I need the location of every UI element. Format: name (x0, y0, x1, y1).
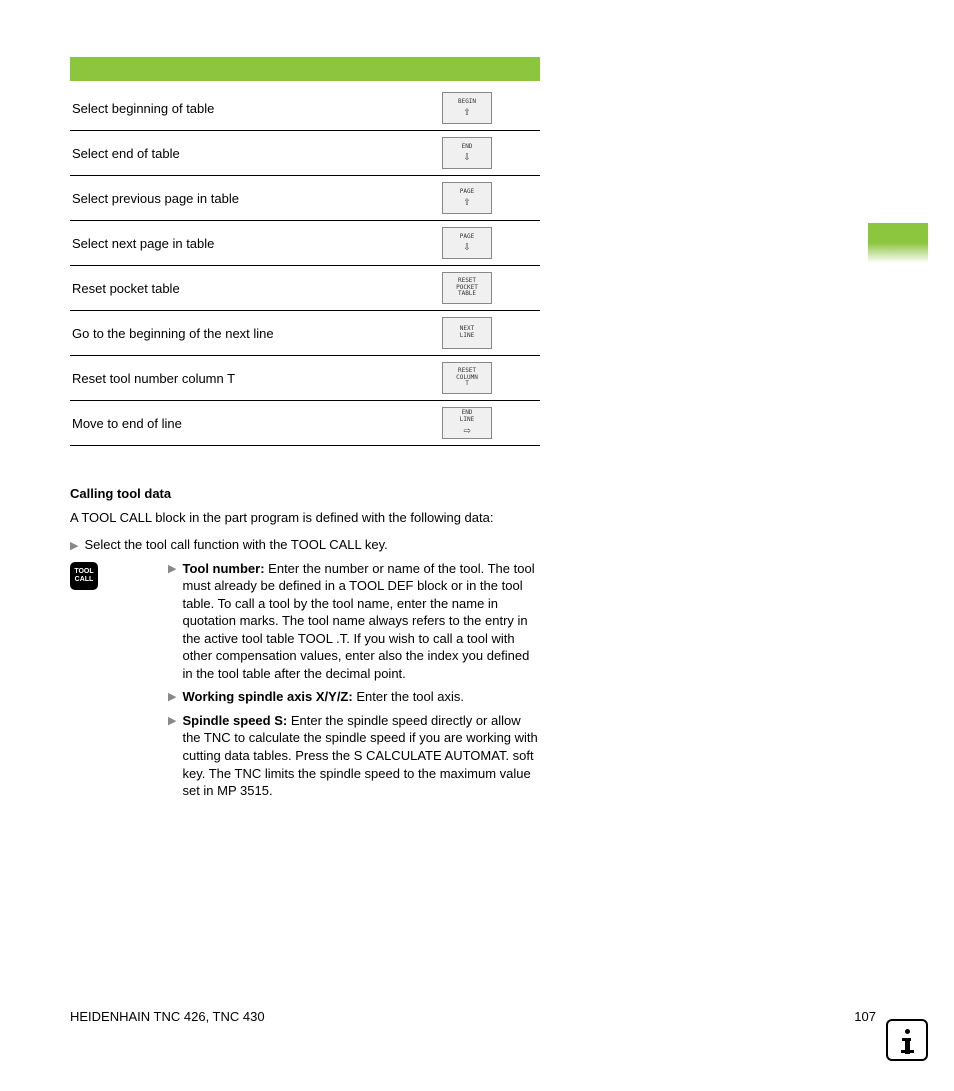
section-title: Calling tool data (70, 486, 545, 501)
table-row: Reset tool number column TRESETCOLUMNT (70, 356, 540, 401)
row-label: Go to the beginning of the next line (70, 326, 442, 341)
table-row: Select end of tableEND⇩ (70, 131, 540, 176)
table-row: Reset pocket tableRESETPOCKETTABLE (70, 266, 540, 311)
triangle-bullet-icon: ▶ (168, 712, 176, 800)
tool-icon-line2: CALL (75, 576, 94, 584)
info-icon (886, 1019, 928, 1061)
tool-call-item: ▶ Working spindle axis X/Y/Z: Enter the t… (168, 688, 540, 706)
functions-table: Select beginning of tableBEGIN⇧Select en… (70, 86, 540, 446)
triangle-bullet-icon: ▶ (168, 688, 176, 706)
table-row: Select previous page in tablePAGE⇧ (70, 176, 540, 221)
table-row: Select next page in tablePAGE⇩ (70, 221, 540, 266)
tool-call-item: ▶Tool number: Enter the number or name o… (168, 560, 540, 683)
row-label: Select end of table (70, 146, 442, 161)
tool-item-text: Working spindle axis X/Y/Z: Enter the to… (182, 688, 540, 706)
side-green-tab (868, 223, 928, 263)
softkey-icon: PAGE⇩ (442, 227, 492, 259)
row-label: Reset pocket table (70, 281, 442, 296)
bullet-text: Select the tool call function with the T… (84, 537, 387, 552)
row-label: Select previous page in table (70, 191, 442, 206)
softkey-icon: NEXTLINE (442, 317, 492, 349)
row-label: Select next page in table (70, 236, 442, 251)
table-row: Move to end of lineENDLINE⇨ (70, 401, 540, 446)
table-row: Select beginning of tableBEGIN⇧ (70, 86, 540, 131)
row-label: Select beginning of table (70, 101, 442, 116)
softkey-icon: RESETCOLUMNT (442, 362, 492, 394)
softkey-icon: END⇩ (442, 137, 492, 169)
row-label: Reset tool number column T (70, 371, 442, 386)
triangle-bullet-icon: ▶ (168, 560, 176, 683)
softkey-icon: PAGE⇧ (442, 182, 492, 214)
page-number: 107 (854, 1009, 876, 1024)
tool-item-text: Spindle speed S: Enter the spindle speed… (182, 712, 540, 800)
tool-call-block: TOOL CALL ▶Tool number: Enter the number… (70, 560, 540, 806)
tool-call-items: ▶Tool number: Enter the number or name o… (110, 560, 540, 806)
tool-call-item: ▶Spindle speed S: Enter the spindle spee… (168, 712, 540, 800)
tool-icon-line1: TOOL (74, 568, 93, 576)
tool-item-text: Tool number: Enter the number or name of… (182, 560, 540, 683)
tool-call-key-icon: TOOL CALL (70, 562, 98, 590)
page-content: Select beginning of tableBEGIN⇧Select en… (0, 0, 545, 806)
row-label: Move to end of line (70, 416, 442, 431)
softkey-icon: ENDLINE⇨ (442, 407, 492, 439)
bullet-select-tool-call: ▶ Select the tool call function with the… (70, 537, 545, 552)
triangle-bullet-icon: ▶ (70, 537, 78, 552)
section-intro: A TOOL CALL block in the part program is… (70, 509, 545, 527)
softkey-icon: RESETPOCKETTABLE (442, 272, 492, 304)
footer-text: HEIDENHAIN TNC 426, TNC 430 (70, 1009, 265, 1024)
table-row: Go to the beginning of the next lineNEXT… (70, 311, 540, 356)
softkey-icon: BEGIN⇧ (442, 92, 492, 124)
table-header-bar (70, 57, 540, 81)
